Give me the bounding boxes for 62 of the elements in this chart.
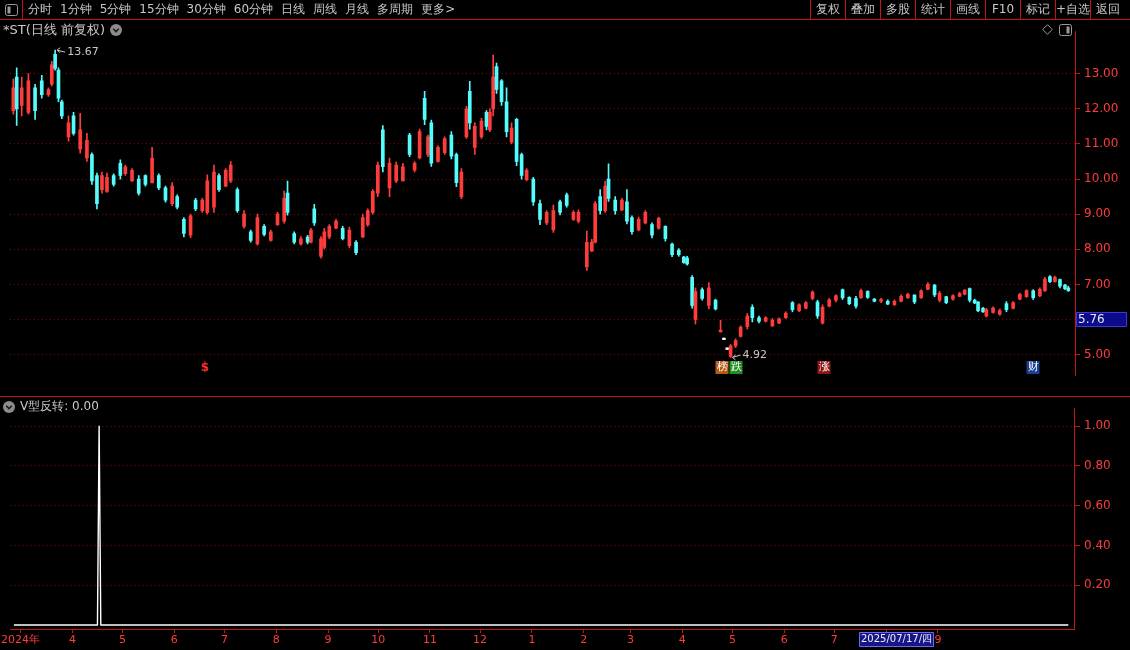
text: +自选	[1055, 0, 1091, 19]
text: 叠加	[845, 0, 880, 19]
text: 标记	[1020, 0, 1055, 19]
text: 多周期	[377, 1, 414, 18]
x-tick-label: 6	[170, 633, 178, 647]
annotation: 财	[1027, 360, 1039, 374]
text: 周线	[313, 1, 338, 18]
annotation: 榜	[716, 360, 728, 374]
chart-title: *ST(日线 前复权)	[3, 22, 105, 37]
x-tick-label: 4	[678, 633, 686, 647]
x-tick-label: 3	[627, 633, 635, 647]
x-tick-label: 7	[220, 633, 228, 647]
x-tick-label: 12	[473, 633, 488, 647]
y-tick-label: 10.00	[1084, 171, 1119, 186]
y-tick-label: 11.00	[1084, 136, 1119, 151]
x-tick-label: 8	[272, 633, 280, 647]
x-tick-label: 5	[119, 633, 127, 647]
text: 复权	[810, 0, 845, 19]
x-tick-label: 7	[830, 633, 838, 647]
x-tick-label: 10	[371, 633, 386, 647]
text: 更多>	[421, 1, 456, 18]
y-tick-label: 13.00	[1084, 65, 1119, 80]
x-tick-label: 1	[528, 633, 536, 647]
y-tick-label: 9.00	[1084, 206, 1111, 221]
annotation: 13.67	[67, 45, 99, 59]
annotation: $	[200, 359, 210, 374]
x-tick-label: 9	[324, 633, 332, 647]
text: 分时	[28, 1, 52, 18]
text: 返回	[1090, 0, 1125, 19]
text: 1分钟	[60, 1, 92, 18]
text: 月线	[345, 1, 370, 18]
x-tick-label: 5	[728, 633, 736, 647]
annotation: 跌	[730, 360, 742, 374]
text: 日线	[281, 1, 306, 18]
x-tick-label: 2	[580, 633, 588, 647]
text: 统计	[915, 0, 950, 19]
y-tick-label: 8.00	[1084, 241, 1111, 256]
text: 5分钟	[99, 1, 132, 18]
y-tick-label: 12.00	[1084, 100, 1119, 115]
y-tick-label: 1.00	[1084, 418, 1111, 433]
y-tick-label: 0.40	[1084, 537, 1111, 552]
text: 15分钟	[139, 1, 179, 18]
y-tick-label: 0.60	[1084, 497, 1111, 512]
x-tick-label: 6	[780, 633, 788, 647]
annotation: 涨	[818, 360, 830, 374]
text: F10	[985, 0, 1020, 19]
x-tick-label: 11	[422, 633, 437, 647]
text: 2025/07/17/四	[861, 633, 933, 645]
annotation: 4.92	[742, 347, 768, 361]
y-tick-label: 7.00	[1084, 276, 1111, 291]
text: 60分钟	[233, 1, 274, 18]
text: 30分钟	[186, 1, 226, 18]
y-tick-label: 0.20	[1084, 577, 1111, 592]
text: 画线	[950, 0, 985, 19]
text: 多股	[880, 0, 915, 19]
y-tick-label: 5.00	[1084, 346, 1111, 361]
chart-title: V型反转: 0.00	[20, 399, 99, 414]
text: 5.76	[1078, 311, 1105, 326]
y-tick-label: 0.80	[1084, 458, 1111, 473]
x-tick-label: 9	[934, 633, 942, 647]
x-tick-label: 2024年	[1, 633, 41, 647]
x-tick-label: 4	[68, 633, 76, 647]
